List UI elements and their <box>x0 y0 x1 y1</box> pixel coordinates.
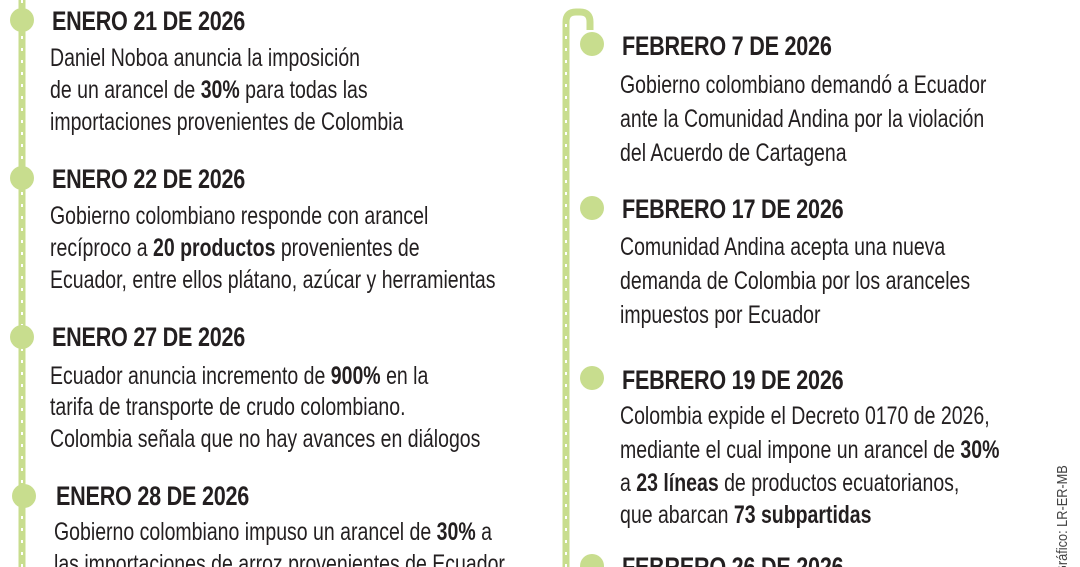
text-run: Colombia expide el Decreto 0170 de 2026, <box>620 402 990 430</box>
event-date: ENERO 22 DE 2026 <box>52 164 246 194</box>
highlight: 30% <box>436 518 476 546</box>
event-text: a 23 líneas de productos ecuatorianos, <box>620 469 959 498</box>
event-date: FEBRERO 26 DE 2026 <box>622 552 844 567</box>
text-run: tarifa de transporte de crudo colombiano… <box>50 393 406 421</box>
event-text: Gobierno colombiano responde con arancel <box>50 202 428 231</box>
event-date: FEBRERO 17 DE 2026 <box>622 194 844 224</box>
timeline-dot <box>10 325 34 349</box>
timeline-dot <box>10 166 34 190</box>
text-run: Ecuador anuncia incremento de <box>50 362 331 390</box>
event-text: Colombia expide el Decreto 0170 de 2026, <box>620 402 990 431</box>
text-run: ante la Comunidad Andina por la violació… <box>620 105 985 133</box>
highlight: 20 productos <box>152 234 276 262</box>
text-run: Daniel Noboa anuncia la imposición <box>50 44 361 72</box>
event-text: Colombia señala que no hay avances en di… <box>50 425 480 454</box>
highlight: 30% <box>200 76 240 104</box>
event-date: ENERO 28 DE 2026 <box>56 481 250 511</box>
text-run: provenientes de <box>275 234 420 262</box>
highlight: 900% <box>330 362 381 390</box>
text-run: que abarcan <box>620 501 734 529</box>
event-text: Daniel Noboa anuncia la imposición <box>50 44 360 73</box>
event-text: de un arancel de 30% para todas las <box>50 76 368 105</box>
text-run: demanda de Colombia por los aranceles <box>620 267 971 295</box>
text-run: Ecuador, entre ellos plátano, azúcar y h… <box>50 266 496 294</box>
event-text: demanda de Colombia por los aranceles <box>620 267 970 296</box>
timeline-dot <box>12 484 36 508</box>
text-run: mediante el cual impone un arancel de <box>620 436 961 464</box>
timeline-line <box>562 8 594 567</box>
text-run: Gobierno colombiano responde con arancel <box>50 202 429 230</box>
event-text: Gobierno colombiano demandó a Ecuador <box>620 71 986 100</box>
event-text: Comunidad Andina acepta una nueva <box>620 233 945 262</box>
event-text: Ecuador, entre ellos plátano, azúcar y h… <box>50 266 496 295</box>
event-text: del Acuerdo de Cartagena <box>620 139 847 168</box>
event-date: FEBRERO 7 DE 2026 <box>622 31 832 61</box>
timeline-dots <box>10 8 604 567</box>
event-text: Ecuador anuncia incremento de 900% en la <box>50 362 428 391</box>
text-run: Comunidad Andina acepta una nueva <box>620 233 946 261</box>
event-date: ENERO 21 DE 2026 <box>52 6 246 36</box>
highlight: 23 líneas <box>636 469 719 497</box>
text-run: Gobierno colombiano demandó a Ecuador <box>620 71 987 99</box>
text-run: en la <box>380 362 429 390</box>
event-text: Gobierno colombiano impuso un arancel de… <box>54 518 492 547</box>
event-text: que abarcan 73 subpartidas <box>620 501 871 530</box>
credit: Gráfico: LR-ER-MB <box>1054 465 1071 567</box>
event-date: ENERO 27 DE 2026 <box>52 322 246 352</box>
text-run: impuestos por Ecuador <box>620 301 821 329</box>
text-run: recíproco a <box>50 234 153 262</box>
text-run: Colombia señala que no hay avances en di… <box>50 425 481 453</box>
event-text: importaciones provenientes de Colombia <box>50 108 403 137</box>
timeline-dot <box>580 32 604 56</box>
timeline-dot <box>580 196 604 220</box>
event-text: ante la Comunidad Andina por la violació… <box>620 105 984 134</box>
text-run: Gobierno colombiano impuso un arancel de <box>54 518 437 546</box>
event-text: tarifa de transporte de crudo colombiano… <box>50 393 406 422</box>
text-run: del Acuerdo de Cartagena <box>620 139 847 167</box>
text-run: para todas las <box>239 76 368 104</box>
event-text: impuestos por Ecuador <box>620 301 821 330</box>
event-text: recíproco a 20 productos provenientes de <box>50 234 420 263</box>
text-run: de un arancel de <box>50 76 201 104</box>
event-date: FEBRERO 19 DE 2026 <box>622 365 844 395</box>
text-run: de productos ecuatorianos, <box>718 469 960 497</box>
text-run: a <box>620 469 637 497</box>
highlight: 73 subpartidas <box>733 501 872 529</box>
highlight: 30% <box>960 436 1000 464</box>
timeline-dot <box>580 366 604 390</box>
timeline-dot <box>10 8 34 32</box>
text-run: las importaciones de arroz provenientes … <box>54 550 505 567</box>
event-text: mediante el cual impone un arancel de 30… <box>620 436 999 465</box>
text-run: importaciones provenientes de Colombia <box>50 108 404 136</box>
event-text: las importaciones de arroz provenientes … <box>54 550 505 567</box>
timeline-dot <box>580 554 604 567</box>
text-run: a <box>475 518 492 546</box>
